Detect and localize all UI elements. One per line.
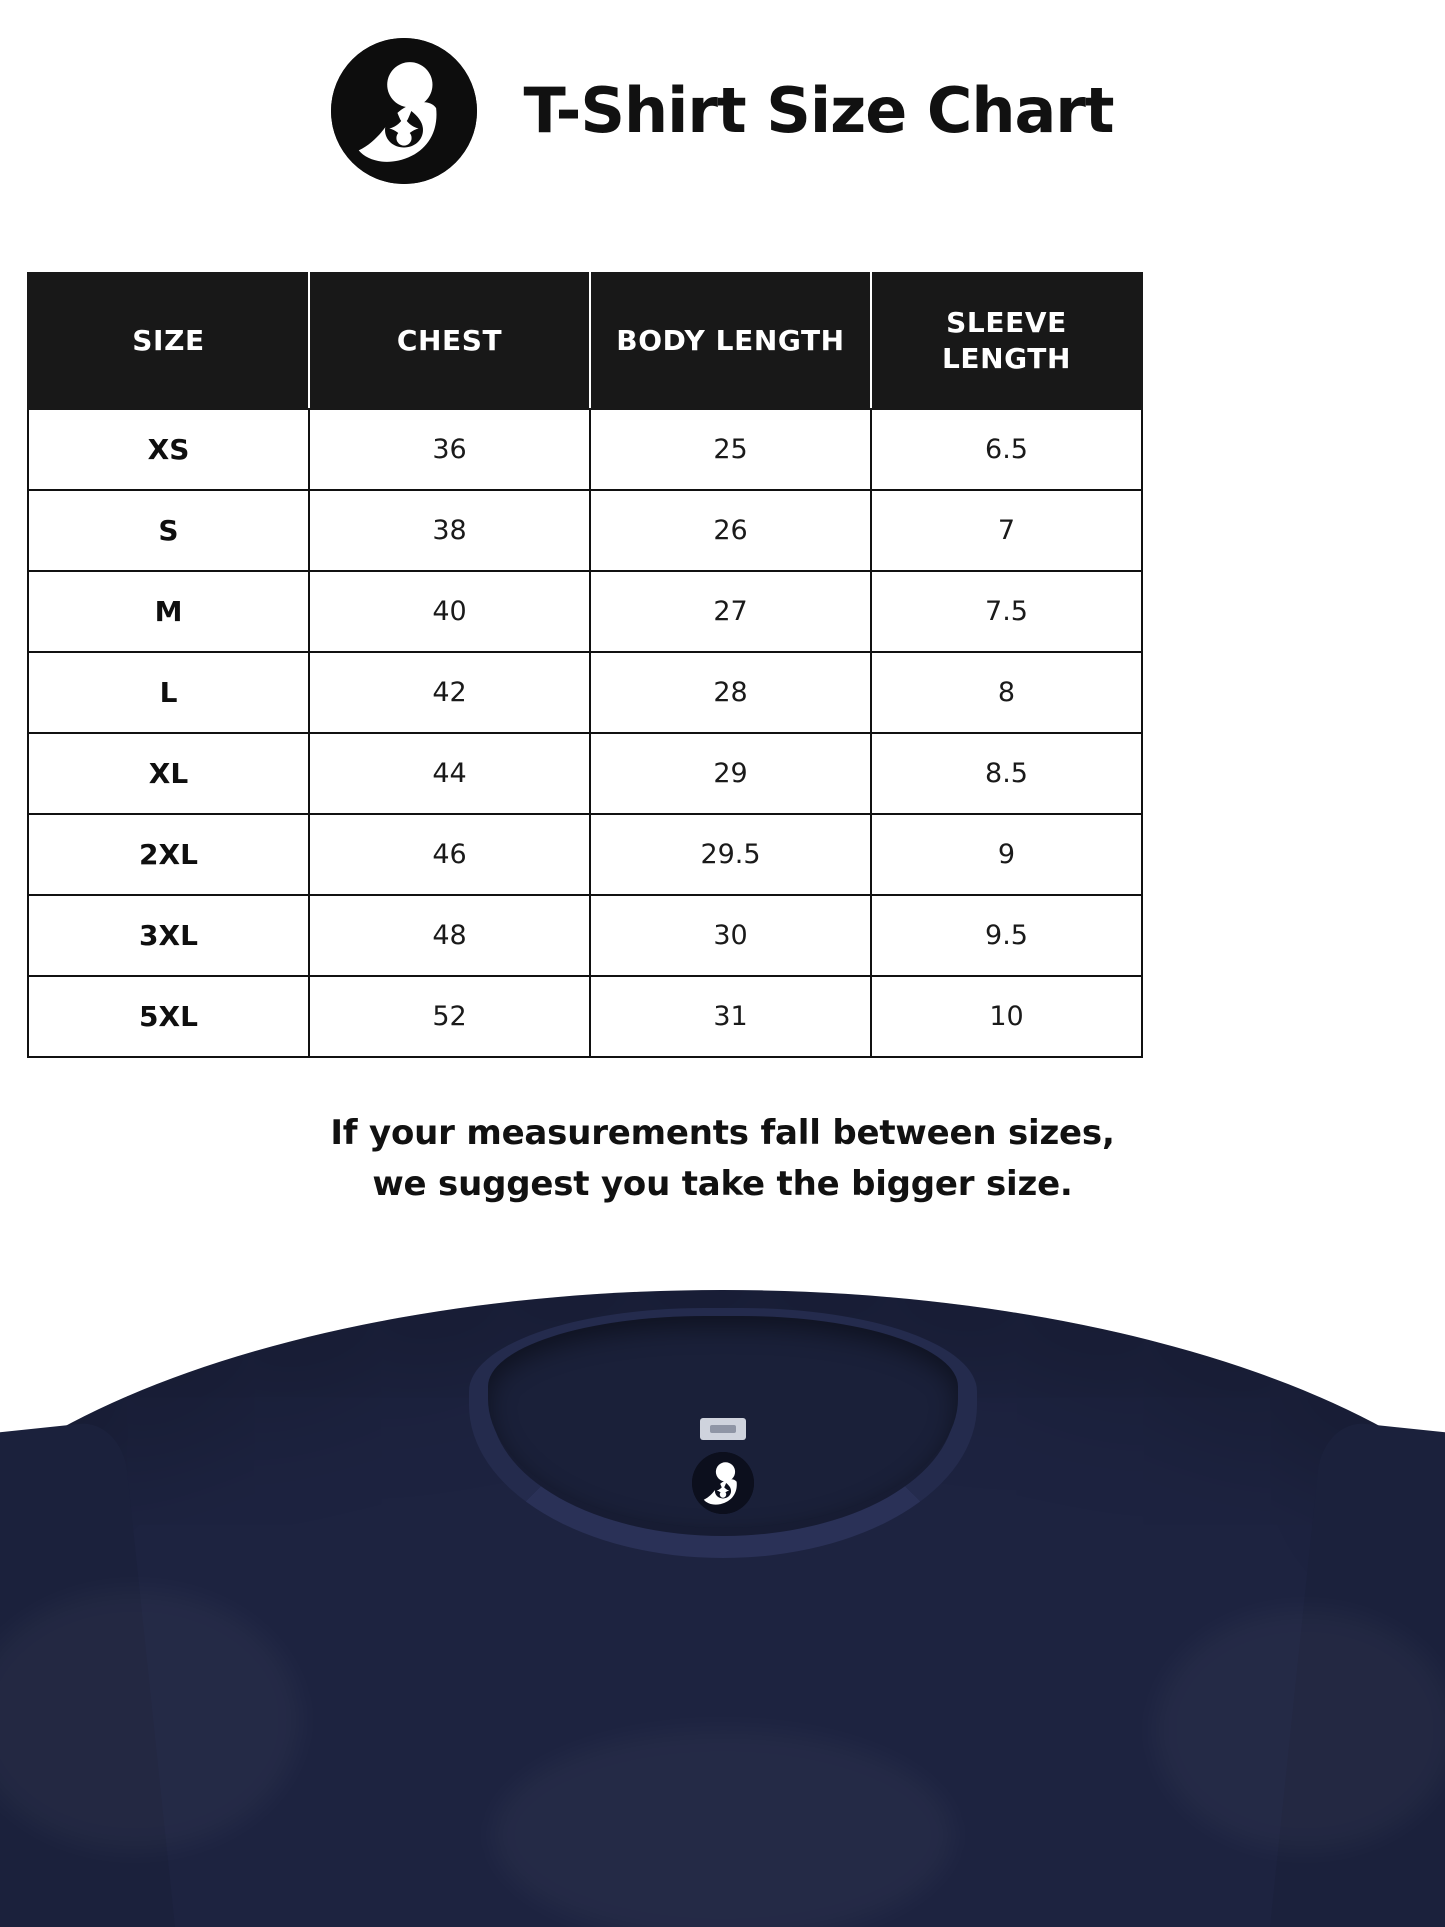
column-header-chest: CHEST <box>308 272 591 410</box>
page-header: T-Shirt Size Chart <box>0 38 1445 184</box>
cell-body-length: 29 <box>589 732 872 815</box>
table-row: 3XL 48 30 9.5 <box>27 894 1143 977</box>
table-body: XS 36 25 6.5 S 38 26 7 M 40 27 7.5 L 42 … <box>27 408 1143 1058</box>
cell-size: 3XL <box>27 894 310 977</box>
table-row: M 40 27 7.5 <box>27 570 1143 653</box>
cell-chest: 36 <box>308 408 591 491</box>
cell-size: S <box>27 489 310 572</box>
cell-sleeve-length: 9 <box>870 813 1143 896</box>
cell-body-length: 27 <box>589 570 872 653</box>
care-label-tag <box>699 1418 746 1440</box>
fabric-fold <box>0 1590 300 1850</box>
table-row: XS 36 25 6.5 <box>27 408 1143 491</box>
cell-sleeve-length: 7.5 <box>870 570 1143 653</box>
table-row: S 38 26 7 <box>27 489 1143 572</box>
cell-size: L <box>27 651 310 734</box>
cell-chest: 44 <box>308 732 591 815</box>
page-title: T-Shirt Size Chart <box>523 74 1114 147</box>
column-header-size: SIZE <box>27 272 310 410</box>
cell-body-length: 26 <box>589 489 872 572</box>
cell-sleeve-length: 6.5 <box>870 408 1143 491</box>
cell-size: 2XL <box>27 813 310 896</box>
table-row: 5XL 52 31 10 <box>27 975 1143 1058</box>
cell-body-length: 31 <box>589 975 872 1058</box>
cell-sleeve-length: 8 <box>870 651 1143 734</box>
table-header-row: SIZE CHEST BODY LENGTH SLEEVE LENGTH <box>27 272 1143 410</box>
column-header-sleeve-length: SLEEVE LENGTH <box>870 272 1143 410</box>
cell-body-length: 25 <box>589 408 872 491</box>
product-photo <box>0 1262 1445 1927</box>
column-header-body-length: BODY LENGTH <box>589 272 872 410</box>
fabric-fold <box>493 1730 953 1927</box>
fabric-fold <box>1155 1610 1445 1850</box>
cell-body-length: 29.5 <box>589 813 872 896</box>
table-row: XL 44 29 8.5 <box>27 732 1143 815</box>
cell-sleeve-length: 9.5 <box>870 894 1143 977</box>
size-chart-table-container: SIZE CHEST BODY LENGTH SLEEVE LENGTH XS … <box>27 272 1143 1058</box>
cell-size: 5XL <box>27 975 310 1058</box>
cell-sleeve-length: 8.5 <box>870 732 1143 815</box>
table-row: L 42 28 8 <box>27 651 1143 734</box>
cell-chest: 38 <box>308 489 591 572</box>
cell-chest: 48 <box>308 894 591 977</box>
cell-chest: 40 <box>308 570 591 653</box>
cell-chest: 52 <box>308 975 591 1058</box>
cell-body-length: 28 <box>589 651 872 734</box>
sizing-advice-line-1: If your measurements fall between sizes, <box>330 1113 1115 1153</box>
cell-size: M <box>27 570 310 653</box>
sizing-advice-line-2: we suggest you take the bigger size. <box>372 1164 1073 1204</box>
cell-sleeve-length: 10 <box>870 975 1143 1058</box>
size-chart-table: SIZE CHEST BODY LENGTH SLEEVE LENGTH XS … <box>27 272 1143 1058</box>
brand-figure-logo-icon <box>331 38 478 184</box>
brand-figure-logo-icon <box>691 1452 754 1514</box>
cell-chest: 46 <box>308 813 591 896</box>
table-row: 2XL 46 29.5 9 <box>27 813 1143 896</box>
cell-chest: 42 <box>308 651 591 734</box>
table-header: SIZE CHEST BODY LENGTH SLEEVE LENGTH <box>27 272 1143 410</box>
cell-size: XL <box>27 732 310 815</box>
sizing-advice-note: If your measurements fall between sizes,… <box>0 1108 1445 1210</box>
cell-size: XS <box>27 408 310 491</box>
cell-body-length: 30 <box>589 894 872 977</box>
shirt-body <box>0 1290 1445 1927</box>
cell-sleeve-length: 7 <box>870 489 1143 572</box>
